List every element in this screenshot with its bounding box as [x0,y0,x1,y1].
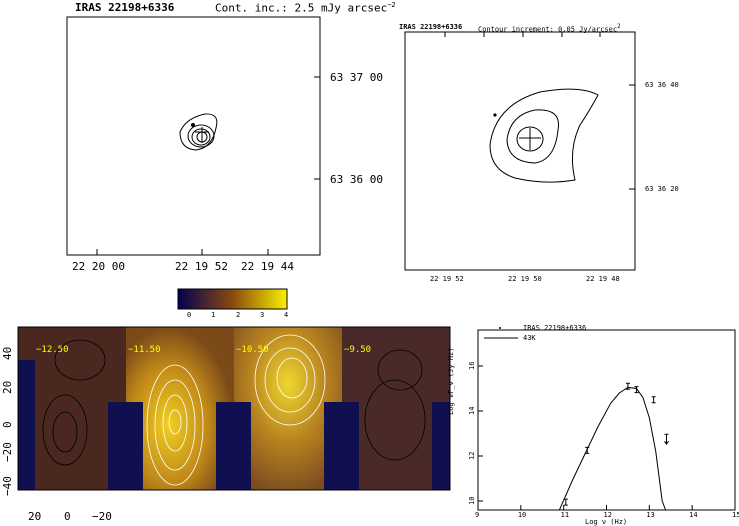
sed-legend-marker [499,327,501,329]
map1-y-tick: 63 37 00 [330,71,383,84]
map1-title: IRAS 22198+6336 [75,1,175,14]
map2-x-tick: 22 19 48 [586,275,620,283]
sed-y-tick-label: 14 [468,406,476,415]
channel-velocity-label: −10.50 [236,345,269,355]
sed-y-tick-label: 16 [468,361,476,370]
channel-y-tick: 20 [1,380,14,394]
map2-y-tick: 63 36 40 [645,81,679,89]
colorbar-tick: 3 [260,311,265,319]
map1-contours [179,113,218,151]
sed-x-tick-label: 11 [560,511,570,519]
channel-velocity-label: −12.50 [36,345,69,355]
sed-data-point [634,386,639,394]
sed-x-tick-label: 12 [603,511,612,519]
sed-model-curve [558,386,667,511]
map2-title: IRAS 22198+6336 [399,23,463,31]
sed-legend-entry: 43K [523,334,536,342]
sed-x-label: Log ν (Hz) [585,518,628,526]
channel-y-tick: −20 [1,442,14,462]
map2-frame [404,31,636,271]
sed-legend-entry: IRAS 22198+6336 [523,324,587,332]
channel-maps [17,326,451,491]
sed-x-tick-label: 15 [732,511,739,519]
map1-x-tick: 22 19 52 [175,260,228,273]
channel-x-tick: 0 [64,510,71,523]
sed-data-point [563,498,568,506]
colorbar-tick: 2 [236,311,241,319]
map2-x-tick: 22 19 50 [508,275,542,283]
channel-x-tick: −20 [92,510,112,523]
map2-contours [489,88,599,183]
map1-y-tick: 63 36 00 [330,173,383,186]
channel-y-tick: −40 [1,476,14,496]
channel-y-tick: 0 [1,421,14,428]
colorbar-tick: 4 [284,311,289,319]
sed-upper-limit [664,433,669,446]
sed-data-point [651,396,656,404]
sed-y-tick-label: 12 [468,451,476,460]
map1-x-tick: 22 20 00 [72,260,125,273]
sed-y-tick-label: 10 [468,496,476,505]
sed-x-tick-label: 10 [517,511,527,519]
sed-x-tick-label: 9 [475,511,480,519]
map1-x-tick: 22 19 44 [241,260,294,273]
channel-velocity-label: −9.50 [344,345,372,355]
map1-contour-label: Cont. inc.: 2.5 mJy arcsec−2 [215,1,396,15]
sed-y-label: Log νF_ν (Jy Hz) [447,347,455,415]
sed-x-tick-label: 14 [689,511,698,519]
channel-x-tick: 20 [28,510,42,523]
map2-contour-label: Contour increment: 0.05 Jy/arcsec2 [478,24,621,34]
sed-x-tick-label: 13 [646,511,655,519]
sed-data-point [585,446,590,454]
channel-y-tick: 40 [1,346,14,360]
map2-x-tick: 22 19 52 [430,275,464,283]
colorbar-tick: 1 [211,311,216,319]
map2-y-tick: 63 36 20 [645,185,679,193]
sed-plot [477,327,736,511]
channel-velocity-label: −11.50 [128,345,161,355]
colorbar [177,288,288,310]
sed-data-point [625,382,630,390]
colorbar-tick: 0 [187,311,192,319]
map1-frame [66,16,321,256]
